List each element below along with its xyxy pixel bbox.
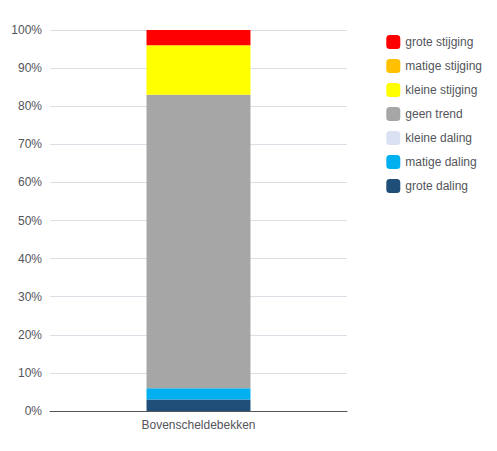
svg-text:10%: 10% xyxy=(18,366,42,380)
svg-text:grote daling: grote daling xyxy=(405,179,468,193)
svg-text:60%: 60% xyxy=(18,175,42,189)
svg-text:grote stijging: grote stijging xyxy=(405,35,473,49)
svg-text:matige daling: matige daling xyxy=(405,155,476,169)
svg-text:kleine stijging: kleine stijging xyxy=(405,83,477,97)
svg-text:30%: 30% xyxy=(18,290,42,304)
svg-text:70%: 70% xyxy=(18,137,42,151)
svg-text:0%: 0% xyxy=(25,404,43,418)
svg-text:40%: 40% xyxy=(18,252,42,266)
svg-text:geen trend: geen trend xyxy=(405,107,462,121)
svg-text:kleine daling: kleine daling xyxy=(405,131,472,145)
svg-text:100%: 100% xyxy=(11,23,42,37)
svg-text:matige stijging: matige stijging xyxy=(405,59,482,73)
svg-text:Bovenscheldebekken: Bovenscheldebekken xyxy=(141,418,255,432)
svg-text:80%: 80% xyxy=(18,99,42,113)
svg-text:90%: 90% xyxy=(18,61,42,75)
svg-text:50%: 50% xyxy=(18,214,42,228)
svg-text:20%: 20% xyxy=(18,328,42,342)
